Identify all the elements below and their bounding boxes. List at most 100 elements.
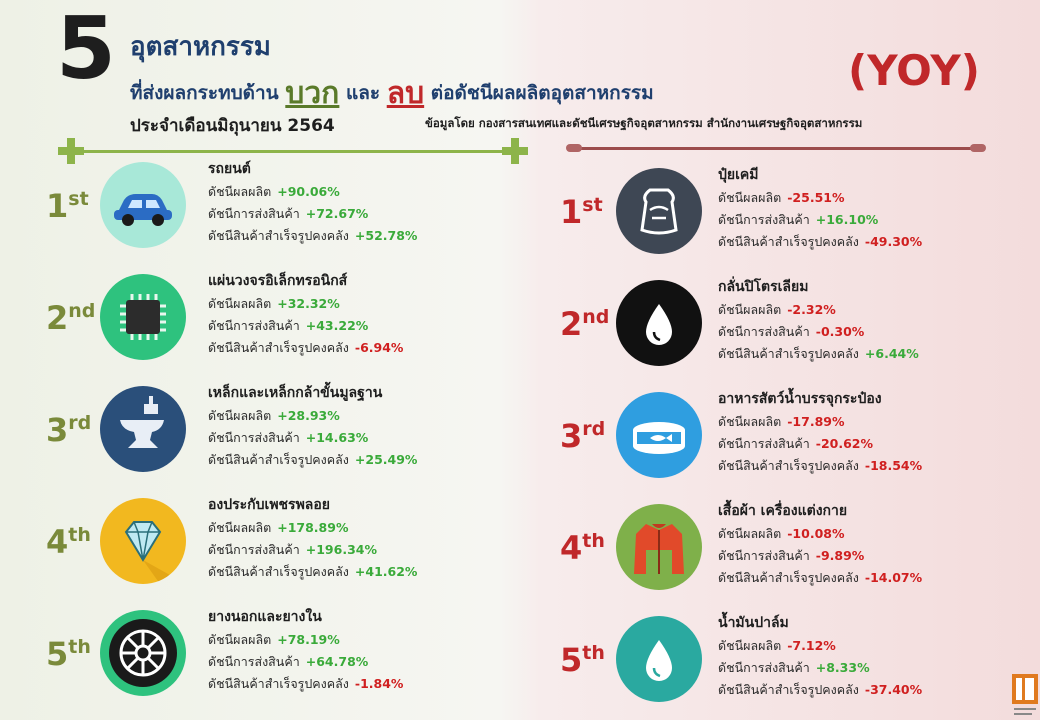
production-value: -7.12% [787, 638, 836, 653]
inventory-label: ดัชนีสินค้าสำเร็จรูปคงคลัง [718, 570, 859, 585]
shipment-index-row: ดัชนีการส่งสินค้า -0.30% [718, 322, 864, 342]
rank-suffix: th [68, 636, 91, 658]
rank-suffix: rd [68, 412, 92, 434]
production-value: +90.06% [277, 184, 340, 199]
inventory-index-row: ดัชนีสินค้าสำเร็จรูปคงคลัง -37.40% [718, 680, 922, 700]
shipment-index-row: ดัชนีการส่งสินค้า +43.22% [208, 316, 368, 336]
production-value: +32.32% [277, 296, 340, 311]
shipment-value: -9.89% [815, 548, 865, 563]
rank-suffix: st [582, 194, 603, 216]
inventory-index-row: ดัชนีสินค้าสำเร็จรูปคงคลัง -18.54% [718, 456, 922, 476]
oil-drop-icon [616, 280, 702, 366]
rank-number: 3rd [560, 417, 606, 455]
production-value: +78.19% [277, 632, 340, 647]
yoy-label: (YOY) [848, 46, 980, 95]
industry-name: ปุ๋ยเคมี [718, 167, 759, 183]
inventory-value: -18.54% [864, 458, 923, 473]
rank-number: 4th [560, 529, 605, 567]
inventory-value: -6.94% [354, 340, 404, 355]
rank-suffix: nd [582, 306, 610, 328]
inventory-value: +6.44% [864, 346, 919, 361]
inventory-label: ดัชนีสินค้าสำเร็จรูปคงคลัง [208, 452, 349, 467]
shipment-value: +8.33% [815, 660, 870, 675]
production-index-row: ดัชนีผลผลิต +32.32% [208, 294, 340, 314]
production-index-row: ดัชนีผลผลิต -25.51% [718, 188, 845, 208]
source-note: ข้อมูลโดย กองสารสนเทศและดัชนีเศรษฐกิจอุต… [425, 116, 863, 130]
production-index-row: ดัชนีผลผลิต -10.08% [718, 524, 845, 544]
rank-number: 5th [46, 635, 91, 673]
and-word: และ [345, 82, 381, 104]
minus-icon [566, 144, 582, 152]
inventory-label: ดัชนีสินค้าสำเร็จรูปคงคลัง [208, 340, 349, 355]
rank-suffix: th [68, 524, 91, 546]
shipment-index-row: ดัชนีการส่งสินค้า +8.33% [718, 658, 870, 678]
inventory-value: +25.49% [354, 452, 418, 467]
production-index-row: ดัชนีผลผลิต +178.89% [208, 518, 348, 538]
inventory-value: +41.62% [354, 564, 418, 579]
production-label: ดัชนีผลผลิต [208, 520, 272, 535]
inventory-value: +52.78% [354, 228, 418, 243]
rank-number: 5th [560, 641, 605, 679]
plus-icon [58, 138, 84, 164]
shipment-label: ดัชนีการส่งสินค้า [208, 206, 300, 221]
industry-name: เหล็กและเหล็กกล้าขั้นมูลฐาน [208, 385, 383, 401]
oie-logo-icon [1012, 674, 1038, 715]
production-label: ดัชนีผลผลิต [718, 302, 782, 317]
rank-suffix: th [582, 530, 605, 552]
production-index-row: ดัชนีผลผลิต -17.89% [718, 412, 845, 432]
shipment-index-row: ดัชนีการส่งสินค้า +64.78% [208, 652, 368, 672]
inventory-index-row: ดัชนีสินค้าสำเร็จรูปคงคลัง -49.30% [718, 232, 922, 252]
shipment-index-row: ดัชนีการส่งสินค้า +16.10% [718, 210, 878, 230]
inventory-index-row: ดัชนีสินค้าสำเร็จรูปคงคลัง +52.78% [208, 226, 417, 246]
shipment-value: +43.22% [305, 318, 369, 333]
shipment-value: +14.63% [305, 430, 369, 445]
inventory-index-row: ดัชนีสินค้าสำเร็จรูปคงคลัง +6.44% [718, 344, 919, 364]
industry-name: ยางนอกและยางใน [208, 609, 322, 625]
headline-suffix: ต่อดัชนีผลผลิตอุตสาหกรรม [430, 82, 654, 104]
shipment-index-row: ดัชนีการส่งสินค้า -20.62% [718, 434, 873, 454]
shipment-index-row: ดัชนีการส่งสินค้า +72.67% [208, 204, 368, 224]
inventory-label: ดัชนีสินค้าสำเร็จรูปคงคลัง [208, 676, 349, 691]
headline-prefix: ที่ส่งผลกระทบด้าน [130, 82, 279, 104]
industry-name: เสื้อผ้า เครื่องแต่งกาย [718, 503, 848, 519]
inventory-label: ดัชนีสินค้าสำเร็จรูปคงคลัง [718, 346, 859, 361]
production-label: ดัชนีผลผลิต [718, 414, 782, 429]
shipment-label: ดัชนีการส่งสินค้า [718, 212, 810, 227]
shipment-index-row: ดัชนีการส่งสินค้า +14.63% [208, 428, 368, 448]
inventory-label: ดัชนีสินค้าสำเร็จรูปคงคลัง [208, 564, 349, 579]
inventory-index-row: ดัชนีสินค้าสำเร็จรูปคงคลัง +25.49% [208, 450, 417, 470]
production-label: ดัชนีผลผลิต [208, 632, 272, 647]
minus-icon [970, 144, 986, 152]
palm-oil-drop-icon [616, 616, 702, 702]
positive-word: บวก [285, 76, 340, 111]
inventory-index-row: ดัชนีสินค้าสำเร็จรูปคงคลัง -14.07% [718, 568, 922, 588]
headline-line2: ที่ส่งผลกระทบด้าน บวก และ ลบ ต่อดัชนีผลผ… [130, 70, 654, 117]
negative-word: ลบ [386, 76, 425, 111]
negative-divider [570, 147, 975, 150]
rank-number: 4th [46, 523, 91, 561]
shipment-value: -0.30% [815, 324, 865, 339]
industry-name: กลั่นปิโตรเลียม [718, 279, 809, 295]
shipment-label: ดัชนีการส่งสินค้า [208, 654, 300, 669]
rank-suffix: st [68, 188, 89, 210]
industry-name: องประกับเพชรพลอย [208, 497, 330, 513]
production-label: ดัชนีผลผลิต [208, 296, 272, 311]
industry-name: น้ำมันปาล์ม [718, 615, 789, 631]
inventory-label: ดัชนีสินค้าสำเร็จรูปคงคลัง [718, 458, 859, 473]
shipment-label: ดัชนีการส่งสินค้า [718, 660, 810, 675]
shipment-value: +64.78% [305, 654, 369, 669]
headline-month: ประจำเดือนมิถุนายน 2564 [130, 116, 335, 136]
rank-suffix: rd [582, 418, 606, 440]
industry-name: รถยนต์ [208, 161, 251, 177]
production-label: ดัชนีผลผลิต [208, 184, 272, 199]
chip-icon [100, 274, 186, 360]
anvil-icon [100, 386, 186, 472]
production-label: ดัชนีผลผลิต [718, 638, 782, 653]
shipment-label: ดัชนีการส่งสินค้า [208, 318, 300, 333]
plus-icon [502, 138, 528, 164]
production-index-row: ดัชนีผลผลิต -2.32% [718, 300, 836, 320]
shipment-value: +16.10% [815, 212, 879, 227]
fertilizer-bag-icon [616, 168, 702, 254]
inventory-value: -14.07% [864, 570, 923, 585]
production-value: -25.51% [787, 190, 845, 205]
